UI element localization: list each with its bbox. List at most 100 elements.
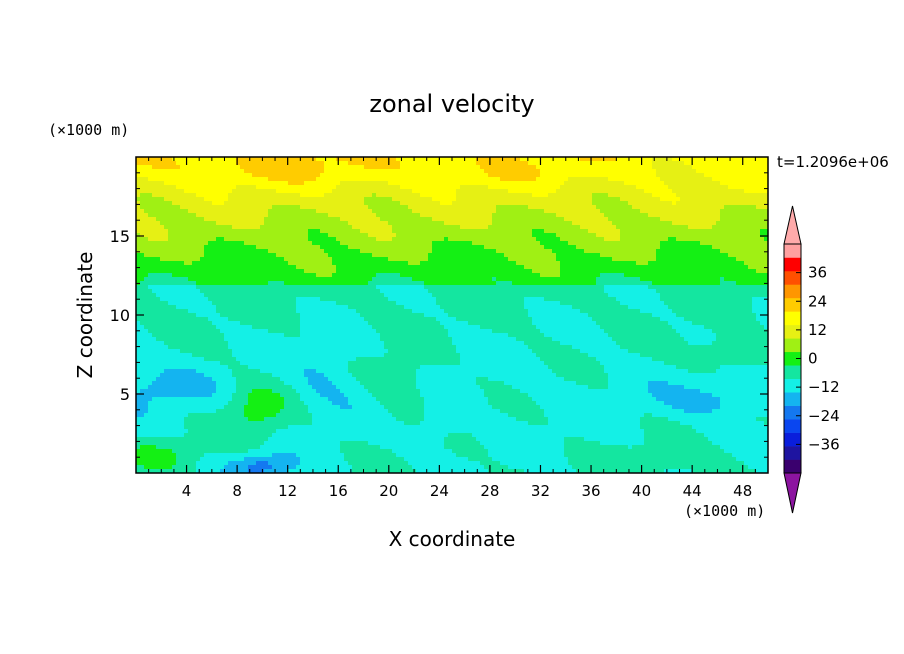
contour-cell (700, 161, 705, 166)
contour-cell (384, 209, 389, 214)
contour-cell (216, 237, 221, 242)
contour-cell (152, 265, 157, 270)
contour-cell (176, 197, 181, 202)
contour-cell (552, 225, 557, 230)
contour-cell (204, 217, 209, 222)
contour-cell (512, 281, 517, 286)
contour-cell (496, 193, 501, 198)
contour-cell (576, 205, 581, 210)
contour-cell (708, 277, 713, 282)
contour-cell (560, 201, 565, 206)
contour-cell (376, 161, 381, 166)
contour-cell (412, 237, 417, 242)
contour-cell (340, 229, 345, 234)
contour-cell (280, 197, 285, 202)
contour-cell (756, 245, 761, 250)
contour-cell (392, 229, 397, 234)
contour-cell (476, 173, 481, 178)
contour-cell (764, 169, 769, 174)
contour-cell (664, 201, 669, 206)
contour-cell (388, 161, 393, 166)
contour-cell (576, 201, 581, 206)
contour-cell (176, 185, 181, 190)
contour-cell (560, 233, 565, 238)
contour-cell (732, 201, 737, 206)
contour-cell (408, 229, 413, 234)
contour-cell (256, 169, 261, 174)
contour-cell (644, 193, 649, 198)
contour-cell (328, 205, 333, 210)
contour-cell (324, 261, 329, 266)
contour-cell (144, 205, 149, 210)
contour-cell (368, 189, 373, 194)
contour-cell (268, 161, 273, 166)
contour-cell (440, 253, 445, 258)
contour-cell (412, 221, 417, 226)
contour-cell (616, 217, 621, 222)
contour-cell (564, 165, 569, 170)
contour-cell (468, 253, 473, 258)
contour-cell (180, 261, 185, 266)
contour-cell (608, 273, 613, 278)
contour-cell (684, 217, 689, 222)
contour-cell (700, 265, 705, 270)
contour-cell (740, 189, 745, 194)
contour-cell (624, 193, 629, 198)
contour-cell (216, 157, 221, 162)
contour-cell (588, 249, 593, 254)
contour-cell (324, 173, 329, 178)
contour-cell (304, 205, 309, 210)
contour-cell (632, 229, 637, 234)
contour-cell (316, 237, 321, 242)
contour-cell (516, 261, 521, 266)
contour-cell (276, 277, 281, 282)
contour-cell (148, 157, 153, 162)
contour-cell (136, 197, 141, 202)
contour-cell (256, 217, 261, 222)
contour-cell (540, 253, 545, 258)
contour-cell (756, 185, 761, 190)
contour-cell (428, 241, 433, 246)
contour-cell (416, 261, 421, 266)
contour-cell (512, 185, 517, 190)
contour-cell (536, 189, 541, 194)
contour-cell (336, 241, 341, 246)
contour-cell (568, 165, 573, 170)
contour-cell (520, 281, 525, 286)
contour-cell (680, 257, 685, 262)
contour-cell (352, 201, 357, 206)
contour-cell (572, 161, 577, 166)
contour-cell (388, 245, 393, 250)
contour-cell (156, 197, 161, 202)
contour-cell (440, 197, 445, 202)
contour-cell (596, 249, 601, 254)
contour-cell (656, 157, 661, 162)
contour-cell (756, 241, 761, 246)
contour-cell (668, 213, 673, 218)
contour-cell (748, 157, 753, 162)
contour-cell (420, 261, 425, 266)
contour-cell (524, 225, 529, 230)
contour-cell (360, 217, 365, 222)
contour-cell (392, 253, 397, 258)
contour-cell (580, 253, 585, 258)
contour-cell (512, 169, 517, 174)
contour-cell (368, 265, 373, 270)
contour-cell (576, 249, 581, 254)
contour-cell (164, 229, 169, 234)
contour-cell (448, 189, 453, 194)
contour-cell (748, 181, 753, 186)
contour-cell (552, 189, 557, 194)
contour-cell (684, 245, 689, 250)
contour-cell (664, 157, 669, 162)
contour-cell (664, 237, 669, 242)
contour-cell (304, 261, 309, 266)
contour-cell (660, 269, 665, 274)
contour-cell (352, 161, 357, 166)
contour-cell (652, 241, 657, 246)
contour-cell (652, 221, 657, 226)
contour-cell (492, 253, 497, 258)
contour-cell (524, 189, 529, 194)
contour-cell (540, 245, 545, 250)
contour-cell (156, 257, 161, 262)
